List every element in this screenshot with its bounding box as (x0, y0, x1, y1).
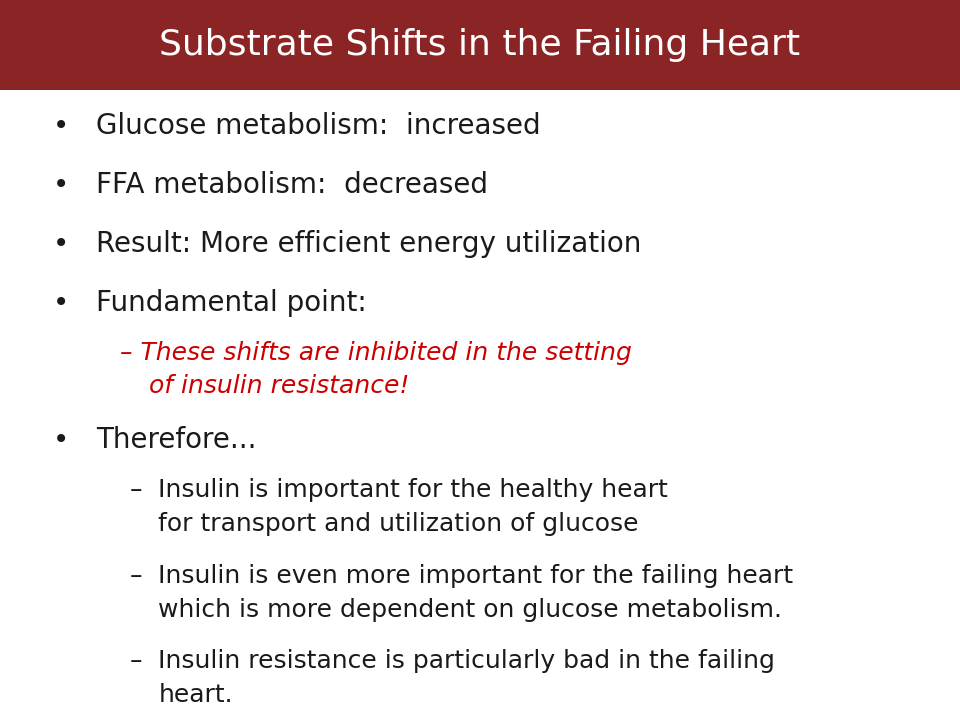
Text: Insulin resistance is particularly bad in the failing: Insulin resistance is particularly bad i… (158, 649, 776, 673)
Text: Glucose metabolism:  increased: Glucose metabolism: increased (96, 112, 540, 140)
Text: Insulin is even more important for the failing heart: Insulin is even more important for the f… (158, 564, 794, 588)
Text: Fundamental point:: Fundamental point: (96, 289, 367, 317)
Text: Therefore...: Therefore... (96, 426, 256, 454)
Text: of insulin resistance!: of insulin resistance! (149, 374, 409, 398)
Text: FFA metabolism:  decreased: FFA metabolism: decreased (96, 171, 488, 199)
Text: Insulin is important for the healthy heart: Insulin is important for the healthy hea… (158, 478, 668, 502)
Text: –: – (130, 564, 142, 588)
Text: •: • (53, 171, 69, 199)
Text: –: – (130, 478, 142, 502)
Text: heart.: heart. (158, 683, 233, 707)
Text: – These shifts are inhibited in the setting: – These shifts are inhibited in the sett… (120, 341, 632, 364)
Bar (0, 0, 960, 90)
Text: •: • (53, 426, 69, 454)
Text: •: • (53, 230, 69, 258)
Text: •: • (53, 112, 69, 140)
Text: Substrate Shifts in the Failing Heart: Substrate Shifts in the Failing Heart (159, 28, 801, 62)
Text: for transport and utilization of glucose: for transport and utilization of glucose (158, 512, 639, 536)
Text: which is more dependent on glucose metabolism.: which is more dependent on glucose metab… (158, 598, 782, 621)
Text: Result: More efficient energy utilization: Result: More efficient energy utilizatio… (96, 230, 641, 258)
Text: •: • (53, 289, 69, 317)
Text: –: – (130, 649, 142, 673)
